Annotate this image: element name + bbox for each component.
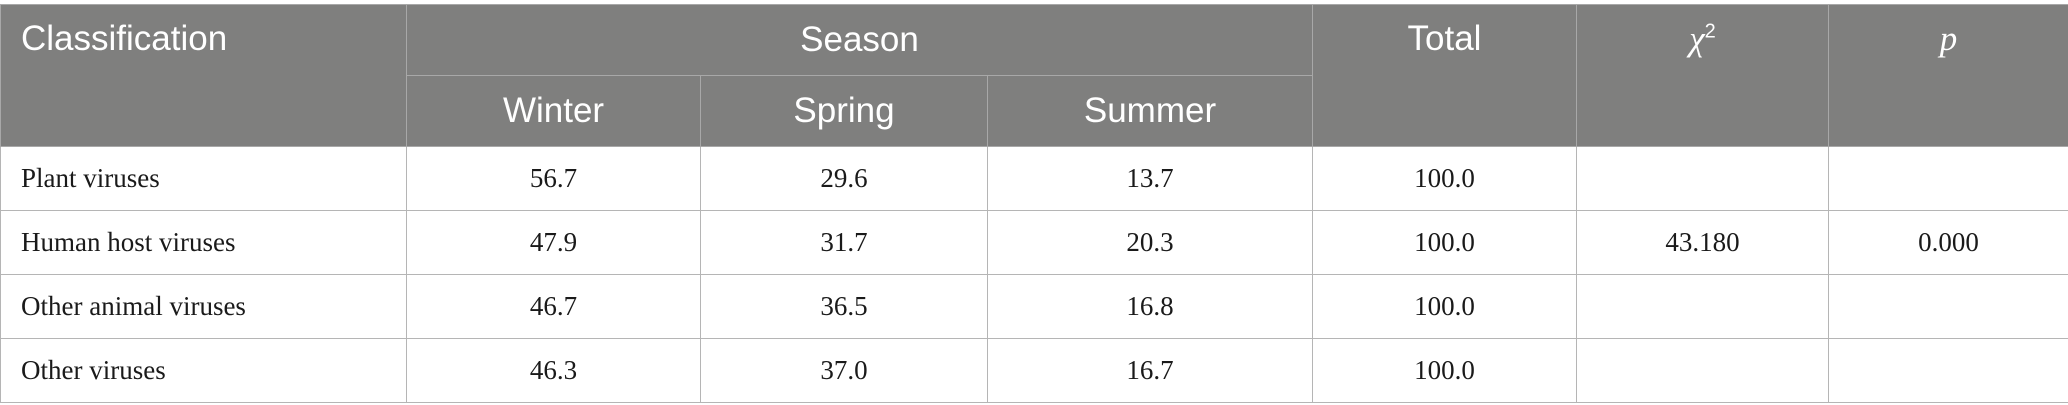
table-cell: Other animal viruses bbox=[0, 274, 407, 339]
table-cell: 31.7 bbox=[700, 210, 988, 275]
table-cell: 16.7 bbox=[987, 338, 1313, 403]
header-cell: Season bbox=[406, 4, 1313, 76]
p-symbol: p bbox=[1939, 19, 1958, 58]
table-cell: 100.0 bbox=[1312, 210, 1577, 275]
chi-sup: 2 bbox=[1704, 20, 1716, 43]
table-cell: 43.180 bbox=[1576, 210, 1829, 275]
table-cell bbox=[1828, 338, 2068, 403]
table-cell bbox=[1576, 146, 1829, 211]
header-cell: χ2 bbox=[1576, 4, 1829, 147]
table-row: Plant viruses 56.7 29.6 13.7 100.0 bbox=[0, 146, 2068, 211]
table-cell: 16.8 bbox=[987, 274, 1313, 339]
table-cell bbox=[1576, 274, 1829, 339]
data-table: Classification Season Total χ2 p Winter … bbox=[0, 4, 2068, 403]
header-cell: p bbox=[1828, 4, 2068, 147]
table-cell: 0.000 bbox=[1828, 210, 2068, 275]
table-cell bbox=[1576, 338, 1829, 403]
table-cell: 20.3 bbox=[987, 210, 1313, 275]
page: Classification Season Total χ2 p Winter … bbox=[0, 4, 2068, 405]
table-body: Plant viruses 56.7 29.6 13.7 100.0 Human host… bbox=[0, 146, 2068, 403]
table-cell: 29.6 bbox=[700, 146, 988, 211]
table-row: Other viruses 46.3 37.0 16.7 100.0 bbox=[0, 338, 2068, 403]
table-cell: Plant viruses bbox=[0, 146, 407, 211]
table-cell: 37.0 bbox=[700, 338, 988, 403]
table-cell bbox=[1828, 146, 2068, 211]
table-cell: 46.3 bbox=[406, 338, 701, 403]
header-cell: Classification bbox=[0, 4, 407, 147]
header-cell: Spring bbox=[700, 75, 988, 147]
table-cell: 46.7 bbox=[406, 274, 701, 339]
table-cell: Other viruses bbox=[0, 338, 407, 403]
header-cell: Summer bbox=[987, 75, 1313, 147]
header-cell: Winter bbox=[406, 75, 701, 147]
table-cell: 56.7 bbox=[406, 146, 701, 211]
table-cell: 47.9 bbox=[406, 210, 701, 275]
table-cell: 100.0 bbox=[1312, 274, 1577, 339]
chi-symbol: χ bbox=[1689, 19, 1705, 58]
table-cell: 100.0 bbox=[1312, 146, 1577, 211]
table-cell: 36.5 bbox=[700, 274, 988, 339]
table-cell: Human host viruses bbox=[0, 210, 407, 275]
table-cell: 13.7 bbox=[987, 146, 1313, 211]
table-cell: 100.0 bbox=[1312, 338, 1577, 403]
header-cell: Total bbox=[1312, 4, 1577, 147]
table-row: Other animal viruses 46.7 36.5 16.8 100.0 bbox=[0, 274, 2068, 339]
table-cell bbox=[1828, 274, 2068, 339]
table-row: Human host viruses 47.9 31.7 20.3 100.0 43.18… bbox=[0, 210, 2068, 275]
